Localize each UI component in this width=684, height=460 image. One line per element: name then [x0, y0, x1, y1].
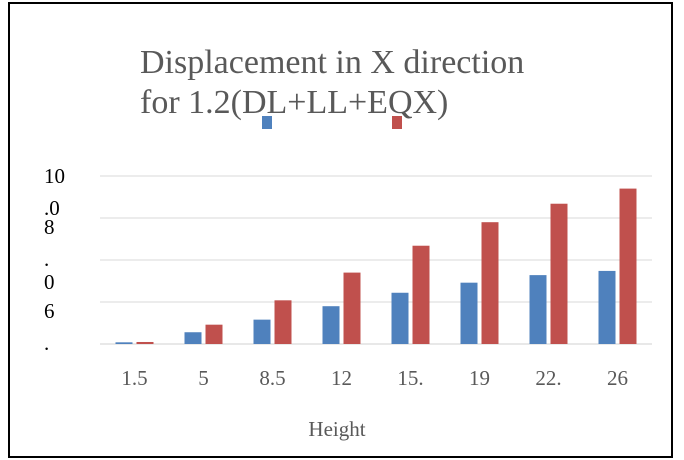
- bar-series-1-8.5: [253, 319, 271, 344]
- bar-series-2-15.: [412, 245, 430, 344]
- y-tick-label: .: [44, 331, 50, 355]
- x-tick-label: 8.5: [259, 366, 285, 390]
- chart-frame: Displacement in X direction for 1.2(DL+L…: [8, 2, 673, 458]
- x-tick-label: 19: [469, 366, 490, 390]
- chart-title-line-2: for 1.2(DL+LL+EQX): [140, 84, 449, 121]
- y-tick-label: 6: [44, 299, 55, 323]
- chart-title-line-1: Displacement in X direction: [140, 44, 525, 81]
- bar-series-2-1.5: [136, 341, 154, 344]
- x-tick-label: 1.5: [121, 366, 147, 390]
- x-tick-label: 15.: [397, 366, 423, 390]
- bar-series-2-8.5: [274, 300, 292, 344]
- bar-series-2-19: [481, 222, 499, 344]
- bar-series-2-26: [619, 188, 637, 344]
- y-tick-label: 10: [44, 164, 65, 188]
- bar-series-1-15.: [391, 292, 409, 344]
- x-tick-label: 5: [198, 366, 209, 390]
- y-tick-label: .0: [44, 196, 60, 220]
- bar-series-2-12: [343, 272, 361, 344]
- legend-marker-series-2: [392, 116, 402, 129]
- bar-series-1-22.: [529, 275, 547, 344]
- y-tick-label: 8: [44, 215, 55, 239]
- bar-series-1-12: [322, 306, 340, 344]
- bar-series-2-22.: [550, 203, 568, 344]
- bar-chart-svg: 1.5 5 8.5 12 15. 19 22. 26 Height: [100, 116, 652, 441]
- y-tick-label: .: [44, 247, 50, 271]
- bar-series-1-26: [598, 270, 616, 344]
- x-tick-label: 22.: [535, 366, 561, 390]
- legend-marker-series-1: [262, 116, 272, 129]
- bar-series-2-5: [205, 324, 223, 344]
- bar-series-1-19: [460, 282, 478, 344]
- y-tick-label: 0: [44, 270, 55, 294]
- x-tick-label: 26: [607, 366, 628, 390]
- x-tick-label: 12: [331, 366, 352, 390]
- bar-series-1-1.5: [115, 342, 133, 344]
- bar-series-1-5: [184, 332, 202, 344]
- x-axis-label: Height: [308, 417, 365, 441]
